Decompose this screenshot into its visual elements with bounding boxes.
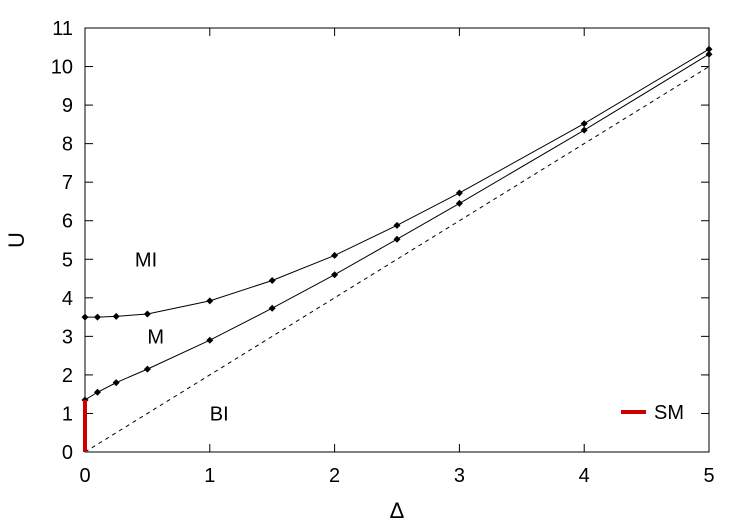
data-point-marker [580,126,588,134]
y-tick-label: 4 [62,288,73,310]
dashed-reference-line [84,66,710,453]
series-layer [81,45,713,453]
y-tick-label: 9 [62,95,73,117]
legend: SM [621,402,684,424]
data-point-marker [331,251,339,259]
y-tick-label: 11 [52,18,73,40]
data-point-marker [705,50,713,58]
plot-frame [84,27,710,453]
data-point-marker [143,310,151,318]
y-tick-label: 6 [62,211,73,233]
data-point-marker [143,365,151,373]
region-label: M [147,326,164,348]
data-point-marker [112,379,120,387]
region-labels: MI M BI [135,249,229,425]
x-tick-label: 0 [79,465,90,487]
data-point-marker [705,45,713,53]
y-tick-label: 0 [62,442,73,464]
data-point-marker [268,276,276,284]
data-point-marker [268,304,276,312]
data-point-marker [455,189,463,197]
data-point-marker [393,235,401,243]
region-label: MI [135,249,157,271]
y-tick-label: 2 [62,365,73,387]
data-point-marker [580,120,588,128]
x-tick-label: 3 [454,465,465,487]
x-tick-label: 5 [703,465,714,487]
data-point-marker [206,336,214,344]
y-tick-label: 10 [51,57,73,79]
y-axis-label: U [4,232,29,248]
phase-boundary-line-1 [85,48,710,318]
x-tick-label: 4 [579,465,590,487]
data-point-marker [393,221,401,229]
data-point-marker [93,388,101,396]
axis-ticks: 0 1 2 3 4 5 0 1 2 3 4 5 6 7 8 9 10 11 [51,18,715,487]
data-point-marker [455,199,463,207]
x-axis-label: Δ [390,498,405,523]
data-point-marker [331,271,339,279]
y-tick-label: 1 [62,403,73,425]
legend-label-sm: SM [654,402,684,424]
region-label: BI [210,403,229,425]
y-tick-label: 8 [62,134,73,156]
x-tick-label: 2 [329,465,340,487]
y-tick-label: 3 [62,326,73,348]
x-tick-label: 1 [204,465,215,487]
data-point-marker [112,312,120,320]
y-tick-label: 5 [62,249,73,271]
y-tick-label: 7 [62,172,73,194]
data-point-marker [93,313,101,321]
data-point-marker [206,297,214,305]
data-point-marker [81,313,89,321]
